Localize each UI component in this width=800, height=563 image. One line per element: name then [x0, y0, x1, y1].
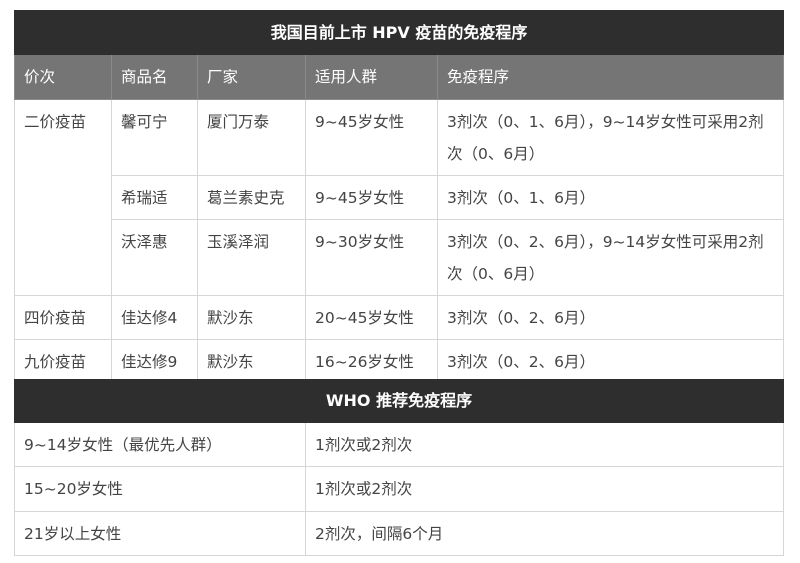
header-brand: 商品名: [111, 54, 198, 100]
header-valency: 价次: [14, 54, 112, 100]
header-row: 价次 商品名 厂家 适用人群 免疫程序: [14, 54, 785, 100]
population-cell: 9~45岁女性: [305, 175, 438, 220]
schedule-cell: 3剂次（0、2、6月）: [436, 339, 785, 384]
header-schedule: 免疫程序: [436, 54, 785, 100]
maker-cell: 厦门万泰: [197, 99, 306, 176]
schedule-cell: 1剂次或2剂次: [305, 422, 784, 467]
who-schedule-table: WHO 推荐免疫程序 9~14岁女性（最优先人群） 1剂次或2剂次 15~20岁…: [14, 379, 784, 556]
table-row: 15~20岁女性 1剂次或2剂次: [14, 466, 784, 512]
table-row: 沃泽惠 玉溪泽润 9~30岁女性 3剂次（0、2、6月），9~14岁女性可采用2…: [15, 219, 785, 296]
population-cell: 9~14岁女性（最优先人群）: [14, 422, 306, 467]
brand-cell: 佳达修4: [111, 295, 198, 340]
table-title: 我国目前上市 HPV 疫苗的免疫程序: [13, 10, 785, 55]
schedule-cell: 3剂次（0、1、6月），9~14岁女性可采用2剂次（0、6月）: [436, 99, 785, 176]
valency-cell: 二价疫苗: [14, 99, 112, 296]
maker-cell: 葛兰素史克: [197, 175, 306, 220]
brand-cell: 沃泽惠: [111, 219, 198, 296]
schedule-cell: 1剂次或2剂次: [305, 466, 784, 512]
table-row: 四价疫苗 佳达修4 默沙东 20~45岁女性 3剂次（0、2、6月）: [14, 295, 785, 340]
population-cell: 9~45岁女性: [305, 99, 438, 176]
table-row: 二价疫苗 馨可宁 厦门万泰 9~45岁女性 3剂次（0、1、6月），9~14岁女…: [14, 99, 785, 296]
valency-cell: 四价疫苗: [14, 295, 112, 340]
schedule-cell: 2剂次，间隔6个月: [305, 511, 784, 556]
population-cell: 15~20岁女性: [14, 466, 306, 512]
brand-cell: 希瑞适: [111, 175, 198, 220]
table-row: 九价疫苗 佳达修9 默沙东 16~26岁女性 3剂次（0、2、6月）: [14, 339, 785, 384]
header-maker: 厂家: [197, 54, 306, 100]
table-row: 21岁以上女性 2剂次，间隔6个月: [14, 511, 784, 556]
brand-cell: 佳达修9: [111, 339, 198, 384]
schedule-cell: 3剂次（0、2、6月）: [436, 295, 785, 340]
population-cell: 9~30岁女性: [305, 219, 438, 296]
maker-cell: 玉溪泽润: [197, 219, 306, 296]
table-row: 希瑞适 葛兰素史克 9~45岁女性 3剂次（0、1、6月）: [15, 175, 785, 220]
maker-cell: 默沙东: [197, 339, 306, 384]
table-title: WHO 推荐免疫程序: [14, 379, 784, 423]
population-cell: 21岁以上女性: [14, 511, 306, 556]
population-cell: 16~26岁女性: [305, 339, 438, 384]
brand-cell: 馨可宁: [111, 99, 198, 176]
population-cell: 20~45岁女性: [305, 295, 438, 340]
table-row: 9~14岁女性（最优先人群） 1剂次或2剂次: [14, 422, 784, 467]
schedule-cell: 3剂次（0、1、6月）: [436, 175, 785, 220]
hpv-vaccine-table: 我国目前上市 HPV 疫苗的免疫程序 价次 商品名 厂家 适用人群 免疫程序 二…: [13, 10, 785, 384]
schedule-cell: 3剂次（0、2、6月），9~14岁女性可采用2剂次（0、6月）: [436, 219, 785, 296]
header-population: 适用人群: [305, 54, 438, 100]
maker-cell: 默沙东: [197, 295, 306, 340]
valency-cell: 九价疫苗: [14, 339, 112, 384]
